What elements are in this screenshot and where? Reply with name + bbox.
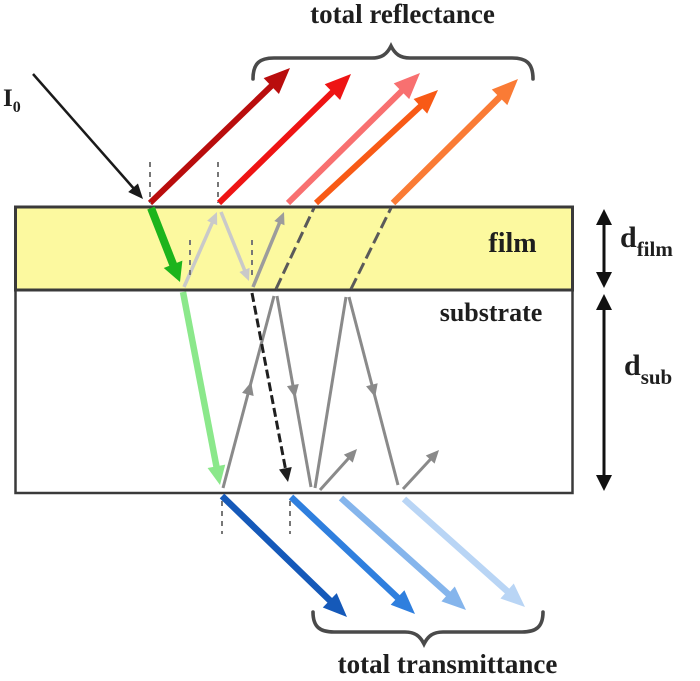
incident-intensity-base: I [3, 85, 13, 112]
reflected-ray-4 [313, 90, 438, 206]
film-label: film [488, 228, 537, 259]
substrate-thickness-sub: sub [640, 365, 673, 389]
substrate-thickness-label: dsub [624, 349, 672, 388]
substrate-black-ray [250, 292, 292, 482]
film-thickness-sub: film [636, 237, 673, 261]
reflected-ray-3 [285, 73, 420, 206]
refracted-substrate-ray [179, 291, 226, 485]
refracted-film-ray [147, 206, 183, 282]
transmitted-ray-1 [219, 493, 347, 617]
film-pass-through-2 [349, 207, 393, 290]
film-thickness-label: dfilm [620, 221, 673, 260]
film-thickness-arrow [596, 209, 612, 288]
film-bounce-up-2 [251, 212, 285, 288]
film-bounce-down-1 [219, 211, 250, 281]
transmitted-ray-3 [338, 495, 466, 610]
substrate-thickness-arrow [596, 294, 612, 491]
reflected-ray-1 [147, 68, 290, 206]
substrate-exit-stub-1 [318, 449, 357, 492]
incident-intensity-sub: 0 [12, 99, 21, 116]
substrate-bounce-up-2 [313, 296, 348, 489]
top-brace [251, 41, 535, 81]
transmitted-ray-4 [401, 496, 525, 607]
substrate-label: substrate [439, 298, 543, 327]
bottom-brace [311, 610, 545, 649]
total-reflectance-label: total reflectance [310, 0, 495, 29]
reflected-ray-2 [216, 74, 351, 206]
film-thickness-base: d [620, 221, 637, 254]
film-bounce-up-1 [182, 212, 218, 288]
film-pass-through-1 [274, 207, 316, 290]
substrate-exit-stub-2 [401, 450, 439, 491]
substrate-bounce-up-1 [221, 295, 276, 489]
substrate-bounce-down-2 [347, 296, 400, 486]
substrate-thickness-base: d [624, 349, 641, 382]
transmitted-ray-2 [288, 494, 415, 614]
incident-ray [32, 73, 143, 199]
total-transmittance-label: total transmittance [337, 649, 558, 679]
incident-intensity-label: I0 [3, 85, 21, 116]
reflected-ray-5 [390, 79, 518, 206]
substrate-bounce-down-1 [275, 295, 313, 488]
rays-layer [32, 68, 612, 617]
